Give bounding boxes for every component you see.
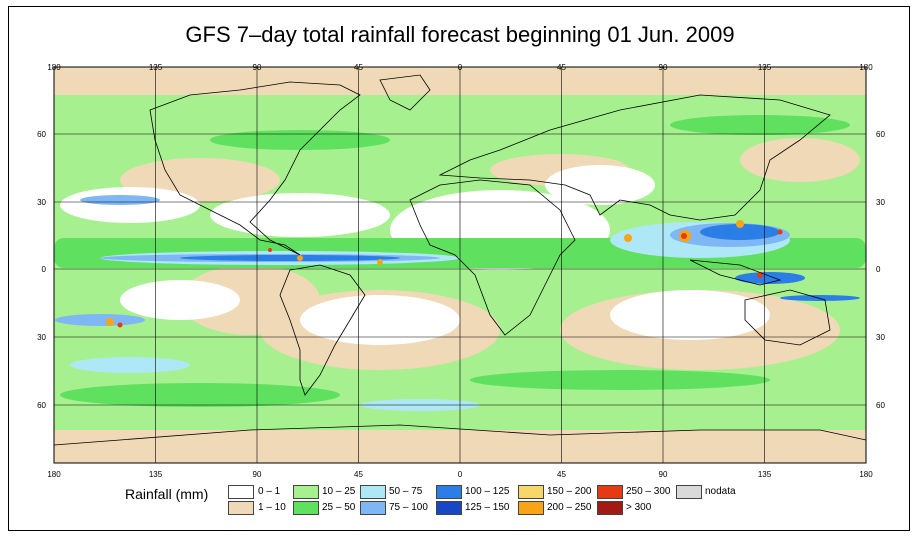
legend-swatch	[228, 485, 254, 499]
right-lat-label: 30	[876, 333, 885, 342]
bottom-lon-label: 45	[354, 470, 363, 479]
legend-swatch	[597, 485, 623, 499]
bottom-axis: 180 135 90 45 0 45 90 135 180	[47, 470, 873, 479]
bottom-lon-label: 135	[758, 470, 772, 479]
legend-label: 200 – 250	[547, 502, 592, 513]
legend-label: 250 – 300	[626, 486, 671, 497]
bottom-lon-label: 90	[253, 470, 262, 479]
figure-frame	[8, 6, 910, 531]
legend-label: 1 – 10	[258, 502, 286, 513]
bottom-lon-label: 90	[659, 470, 668, 479]
legend-swatch	[676, 485, 702, 499]
legend-swatch	[293, 485, 319, 499]
legend-label: > 300	[626, 502, 652, 513]
left-axis: 60 30 0 30 60	[37, 130, 46, 410]
map-border	[53, 66, 867, 464]
rain-hotspots-red	[117, 229, 783, 328]
legend-label: 50 – 75	[389, 486, 423, 497]
legend-label: 150 – 200	[547, 486, 592, 497]
top-lon-label: 0	[458, 63, 463, 72]
top-lon-label: 45	[354, 63, 363, 72]
top-lon-label: 135	[758, 63, 772, 72]
legend-swatch	[360, 485, 386, 499]
legend-label: 75 – 100	[389, 502, 428, 513]
extreme-rain-bands	[180, 224, 860, 301]
right-axis: 60 30 0 30 60	[876, 130, 885, 410]
legend-label: 0 – 1	[258, 486, 281, 497]
left-lat-label: 0	[42, 265, 47, 274]
legend-swatch	[436, 501, 462, 515]
bottom-lon-label: 180	[859, 470, 873, 479]
bottom-lon-label: 180	[47, 470, 61, 479]
light-rain-zones	[54, 67, 866, 463]
legend-swatch	[518, 501, 544, 515]
bottom-lon-label: 135	[149, 470, 163, 479]
right-lat-label: 30	[876, 198, 885, 207]
legend-label: 25 – 50	[322, 502, 356, 513]
legend-swatch	[436, 485, 462, 499]
legend-swatch	[228, 501, 254, 515]
bottom-lon-label: 0	[458, 470, 463, 479]
legend-swatch	[597, 501, 623, 515]
top-lon-label: 90	[253, 63, 262, 72]
coastlines	[54, 74, 866, 463]
legend-swatch	[518, 485, 544, 499]
map-title: GFS 7–day total rainfall forecast beginn…	[185, 22, 735, 47]
top-lon-label: 90	[659, 63, 668, 72]
top-lon-label: 135	[149, 63, 163, 72]
legend-label: nodata	[705, 486, 736, 497]
top-lon-label: 180	[859, 63, 873, 72]
bottom-lon-label: 45	[557, 470, 566, 479]
left-lat-label: 30	[37, 333, 46, 342]
legend-label: 100 – 125	[465, 486, 510, 497]
left-lat-label: 60	[37, 401, 46, 410]
top-lon-label: 180	[47, 63, 61, 72]
top-lon-label: 45	[557, 63, 566, 72]
left-lat-label: 30	[37, 198, 46, 207]
legend-title: Rainfall (mm)	[125, 486, 209, 502]
legend-swatch	[360, 501, 386, 515]
right-lat-label: 60	[876, 130, 885, 139]
right-lat-label: 60	[876, 401, 885, 410]
top-axis: 180 135 90 45 0 45 90 135 180	[47, 63, 873, 72]
legend-label: 125 – 150	[465, 502, 510, 513]
left-lat-label: 60	[37, 130, 46, 139]
legend-swatch	[293, 501, 319, 515]
right-lat-label: 0	[876, 265, 881, 274]
legend-label: 10 – 25	[322, 486, 356, 497]
graticule	[54, 67, 866, 463]
